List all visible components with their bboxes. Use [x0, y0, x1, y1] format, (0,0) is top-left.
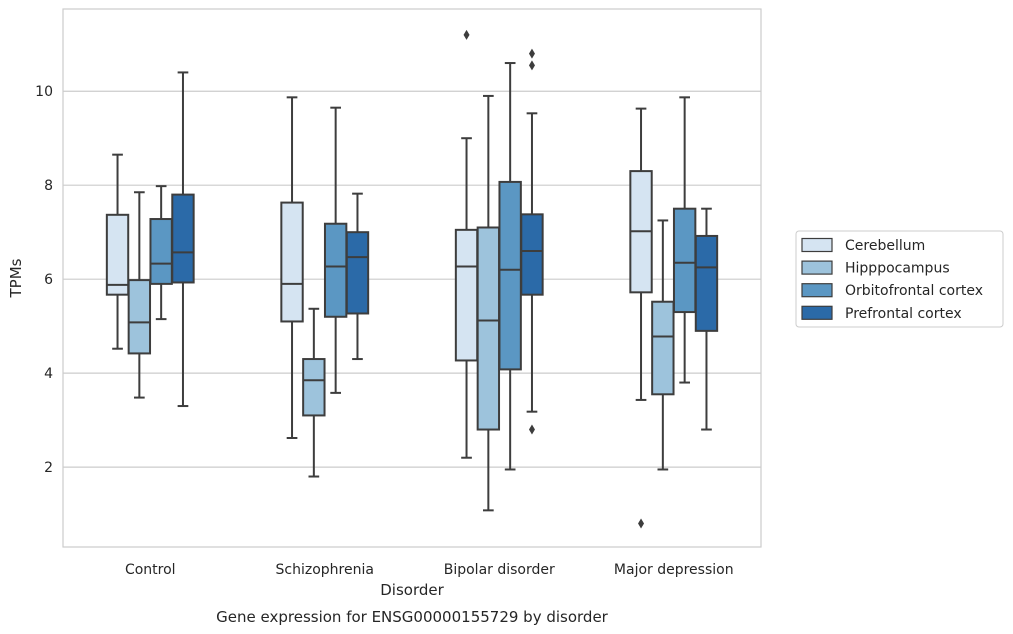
legend: Cerebellum Hipppocampus Orbitofrontal cort…: [795, 230, 1004, 328]
box-iqr: [476, 226, 501, 431]
y-tick-labels: 2 4 6 8 10: [35, 84, 53, 476]
x-tick-label: Schizophrenia: [276, 562, 374, 578]
box-group: [454, 29, 479, 459]
box-iqr: [672, 207, 697, 314]
y-tick-label: 2: [44, 460, 53, 476]
box-group: [694, 207, 719, 431]
x-tick-label: Control: [125, 562, 176, 578]
box-group: [345, 192, 370, 361]
box-group: [651, 219, 675, 471]
box-group: [520, 48, 544, 435]
x-axis-title: Disorder: [380, 581, 444, 599]
box-group: [629, 107, 653, 529]
box-group: [498, 62, 522, 471]
box-group: [323, 106, 348, 394]
legend-label: Cerebellum: [845, 238, 925, 254]
x-tick-label: Major depression: [614, 562, 734, 578]
box-iqr: [149, 218, 173, 285]
box-iqr: [171, 193, 195, 284]
y-tick-label: 8: [44, 178, 53, 194]
box-iqr: [651, 300, 675, 396]
box-iqr: [498, 180, 522, 371]
legend-label: Hipppocampus: [845, 261, 950, 277]
legend-label: Orbitofrontal cortex: [845, 283, 983, 299]
plot-frame: [62, 8, 762, 548]
x-tick-labels: Control Schizophrenia Bipolar disorder Majo…: [125, 562, 734, 578]
y-tick-label: 10: [35, 84, 53, 100]
legend-swatch: [801, 283, 833, 298]
box-iqr: [280, 201, 304, 323]
y-tick-label: 6: [44, 272, 53, 288]
legend-swatch: [801, 237, 833, 253]
legend-swatch: [801, 305, 833, 320]
outlier-point: [463, 29, 470, 40]
legend-frame: [795, 230, 1004, 328]
box-group: [127, 191, 152, 399]
box-group: [476, 94, 501, 512]
outlier-point: [528, 424, 535, 435]
box-iqr: [105, 213, 130, 296]
box-iqr: [694, 234, 719, 332]
box-group: [149, 185, 173, 321]
box-iqr: [345, 231, 370, 315]
box-iqr: [302, 358, 326, 417]
chart-caption: Gene expression for ENSG00000155729 by d…: [216, 608, 609, 626]
box-group: [280, 96, 304, 439]
outlier-point: [528, 60, 535, 71]
legend-label: Prefrontal cortex: [845, 306, 962, 322]
y-axis-title: TPMs: [7, 258, 25, 298]
box-group: [171, 71, 195, 408]
box-iqr: [323, 222, 348, 318]
outlier-point: [528, 48, 535, 59]
box-iqr: [520, 213, 544, 296]
legend-swatch: [801, 260, 833, 275]
box-iqr: [127, 279, 152, 355]
boxes-layer: [105, 29, 719, 529]
box-iqr: [454, 228, 479, 362]
outlier-point: [638, 518, 645, 529]
y-tick-label: 4: [44, 366, 53, 382]
box-group: [302, 307, 326, 478]
box-group: [672, 96, 697, 384]
box-group: [105, 153, 130, 350]
x-tick-label: Bipolar disorder: [444, 562, 555, 578]
